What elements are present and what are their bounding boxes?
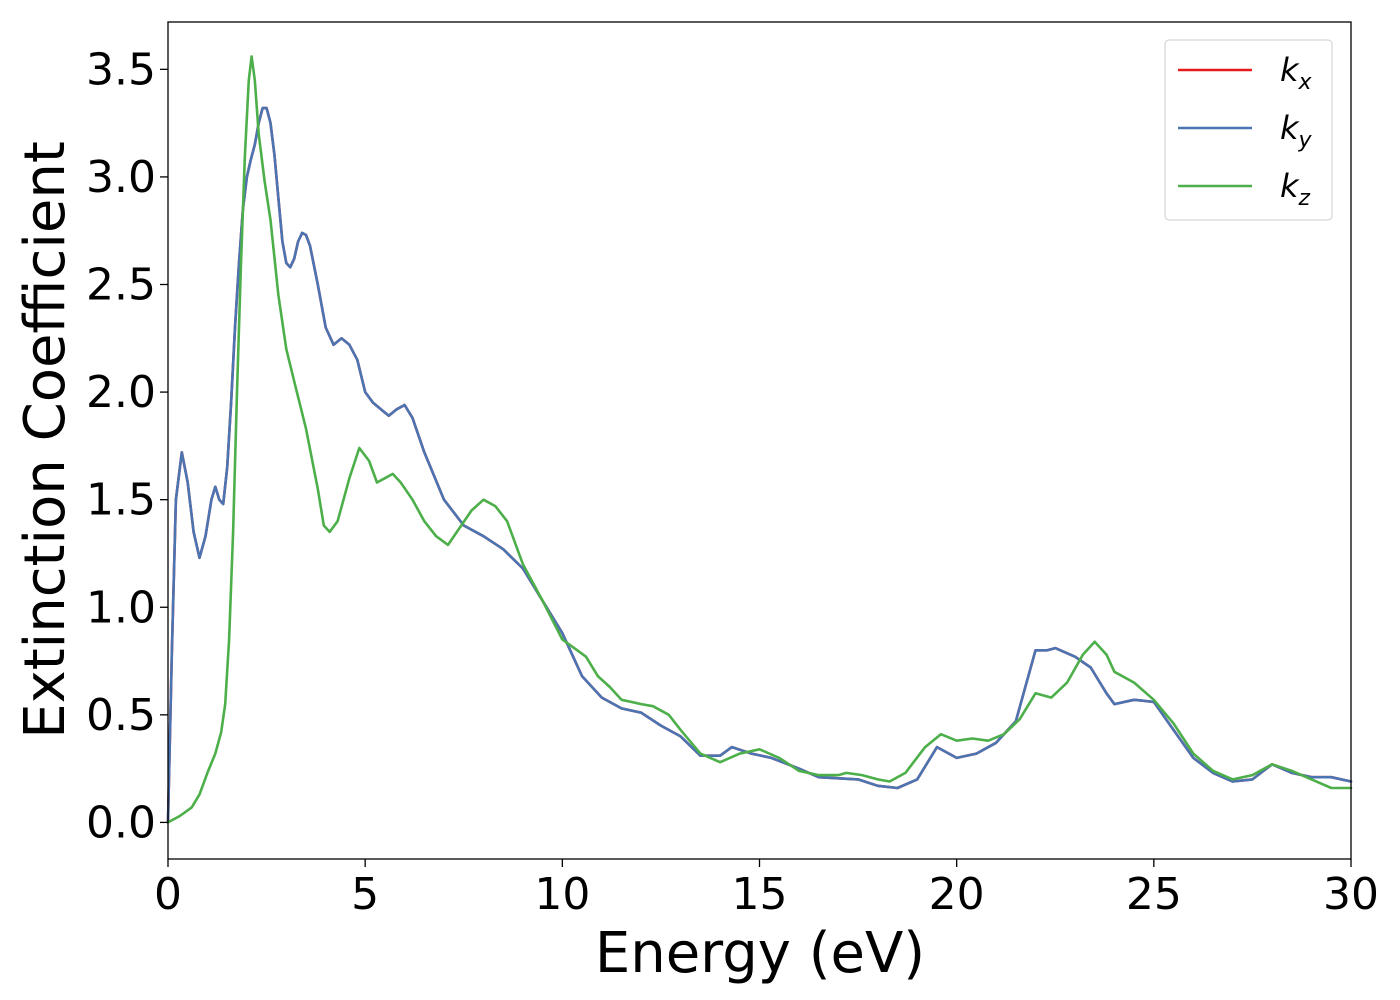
series-line-kz (166, 55, 1353, 824)
y-tick-label: 3.0 (86, 152, 156, 203)
series-layer (166, 55, 1353, 824)
plot-background (168, 22, 1351, 859)
legend-label-subscript: z (1298, 186, 1311, 211)
y-axis-ticks: 0.0 0.5 1.0 1.5 2.0 2.5 3.0 3.5 (86, 44, 168, 848)
x-tick-label: 25 (1126, 869, 1182, 920)
legend-label-ky: ky (1280, 109, 1313, 153)
legend-label-main: k (1280, 109, 1300, 147)
legend-frame (1164, 39, 1333, 221)
y-tick-label: 2.0 (86, 367, 156, 418)
legend-label-main: k (1280, 51, 1300, 89)
x-axis-title: Energy (eV) (595, 921, 925, 986)
x-tick-label: 15 (732, 869, 788, 920)
legend-label-kx: kx (1280, 51, 1313, 95)
legend-label-subscript: y (1298, 128, 1313, 153)
x-tick-label: 10 (534, 869, 590, 920)
y-tick-label: 2.5 (86, 260, 156, 311)
legend-label-main: k (1280, 167, 1300, 205)
y-tick-label: 1.5 (86, 475, 156, 526)
y-tick-label: 0.5 (86, 690, 156, 741)
y-tick-label: 0.0 (86, 797, 156, 848)
y-tick-label: 1.0 (86, 582, 156, 633)
x-tick-label: 30 (1323, 869, 1379, 920)
legend-label-subscript: x (1298, 70, 1313, 95)
x-tick-label: 0 (154, 869, 182, 920)
y-axis-title: Extinction Coefficient (13, 141, 78, 739)
legend-label-kz: kz (1280, 167, 1311, 211)
y-tick-label: 3.5 (86, 44, 156, 95)
x-tick-label: 20 (929, 869, 985, 920)
x-tick-label: 5 (351, 869, 379, 920)
x-axis-ticks: 0 5 10 15 20 25 30 (154, 859, 1379, 920)
